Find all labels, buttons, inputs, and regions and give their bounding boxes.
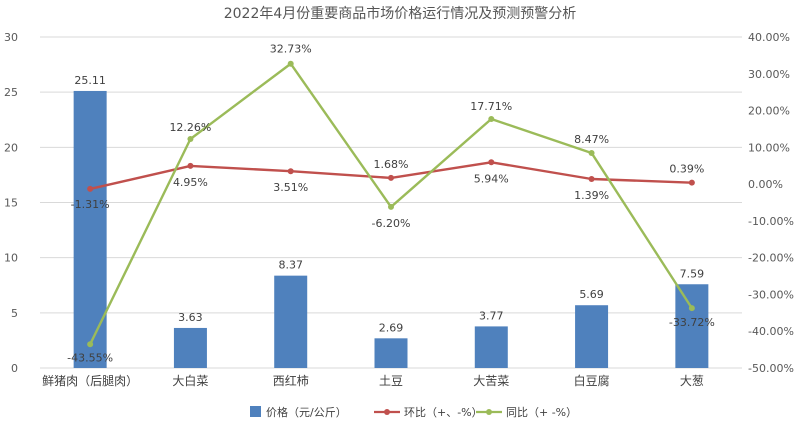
y-right-tick-label: -50.00% xyxy=(748,362,794,375)
line-data-label: 4.95% xyxy=(173,176,208,189)
bar xyxy=(274,275,308,368)
y-left-tick-label: 15 xyxy=(4,197,18,210)
bar-data-label: 3.63 xyxy=(178,311,203,324)
legend: 价格（元/公斤） 环比（+、-%） 同比（+ -%） xyxy=(250,405,577,419)
data-point xyxy=(87,341,94,348)
data-point xyxy=(87,185,94,192)
bar-data-label: 7.59 xyxy=(680,267,705,280)
chart-title: 2022年4月份重要商品市场价格运行情况及预测预警分析 xyxy=(224,5,577,22)
line-data-label: 0.39% xyxy=(669,163,704,176)
line-data-label: 1.68% xyxy=(374,158,409,171)
line-data-label: -6.20% xyxy=(372,217,411,230)
x-category-label: 土豆 xyxy=(379,374,403,388)
y-right-tick-label: 0.00% xyxy=(748,178,783,191)
bar xyxy=(73,90,107,368)
x-axis: 鲜猪肉（后腿肉） 大白菜 西红柿 土豆 大苦菜 白豆腐 大葱 xyxy=(42,373,704,388)
data-point xyxy=(688,179,695,186)
line-data-label: -33.72% xyxy=(669,316,715,329)
data-point xyxy=(388,203,394,210)
y-axis-left: 0 5 10 15 20 25 30 xyxy=(4,31,18,375)
legend-label: 环比（+、-%） xyxy=(404,406,483,419)
bar xyxy=(474,326,508,368)
bar-data-label: 25.11 xyxy=(74,74,106,87)
x-category-label: 大苦菜 xyxy=(473,374,509,388)
data-point xyxy=(488,115,495,122)
y-left-tick-label: 20 xyxy=(4,141,18,154)
legend-label: 价格（元/公斤） xyxy=(266,405,347,419)
y-right-tick-label: -30.00% xyxy=(748,288,794,301)
bar-data-label: 3.77 xyxy=(479,309,504,322)
data-point xyxy=(388,174,394,181)
bar xyxy=(575,305,609,368)
data-point xyxy=(688,305,695,312)
legend-swatch-bar xyxy=(250,406,261,417)
y-right-tick-label: 30.00% xyxy=(748,68,790,81)
y-left-tick-label: 30 xyxy=(4,31,18,44)
legend-swatch-marker xyxy=(384,409,390,415)
legend-swatch-marker xyxy=(486,409,492,415)
y-right-tick-label: 10.00% xyxy=(748,141,790,154)
x-category-label: 大白菜 xyxy=(172,373,208,388)
bar-data-label: 5.69 xyxy=(579,288,604,301)
data-point xyxy=(488,159,495,166)
y-left-tick-label: 25 xyxy=(4,86,18,99)
data-point xyxy=(588,175,595,182)
bar xyxy=(675,284,709,368)
line-series: -1.31% 4.95% 3.51% 1.68% 5.94% 1.39% 0.39% -43.… xyxy=(67,43,715,365)
bar-data-label: 8.37 xyxy=(278,259,303,272)
y-right-tick-label: 20.00% xyxy=(748,105,790,118)
line-data-label: 32.73% xyxy=(270,43,312,56)
x-category-label: 白豆腐 xyxy=(574,373,610,388)
data-point xyxy=(187,136,194,143)
y-right-tick-label: -20.00% xyxy=(748,252,794,265)
data-point xyxy=(287,60,294,67)
line-data-label: 12.26% xyxy=(169,121,211,134)
y-left-tick-label: 5 xyxy=(11,307,18,320)
x-category-label: 大葱 xyxy=(680,374,704,388)
line-data-label: 1.39% xyxy=(574,189,609,202)
y-right-tick-label: -40.00% xyxy=(748,325,794,338)
y-right-tick-label: 40.00% xyxy=(748,31,790,44)
data-point xyxy=(588,149,595,156)
grid xyxy=(40,36,742,369)
bar xyxy=(374,338,408,368)
y-right-tick-label: -10.00% xyxy=(748,215,794,228)
data-point xyxy=(287,168,294,175)
line-data-label: 8.47% xyxy=(574,133,609,146)
legend-label: 同比（+ -%） xyxy=(506,406,577,419)
x-category-label: 鲜猪肉（后腿肉） xyxy=(42,374,138,388)
line-data-label: 5.94% xyxy=(474,172,509,185)
y-left-tick-label: 10 xyxy=(4,252,18,265)
y-axis-right: -50.00% -40.00% -30.00% -20.00% -10.00% 0.00%… xyxy=(748,31,794,375)
data-point xyxy=(187,162,194,169)
line-data-label: -1.31% xyxy=(71,198,110,211)
line-data-label: 3.51% xyxy=(273,181,308,194)
bar-data-label: 2.69 xyxy=(379,321,404,334)
x-category-label: 西红柿 xyxy=(273,373,309,388)
line-data-label: -43.55% xyxy=(67,351,113,364)
bar xyxy=(173,327,207,368)
line-data-label: 17.71% xyxy=(470,100,512,113)
y-left-tick-label: 0 xyxy=(11,362,18,375)
